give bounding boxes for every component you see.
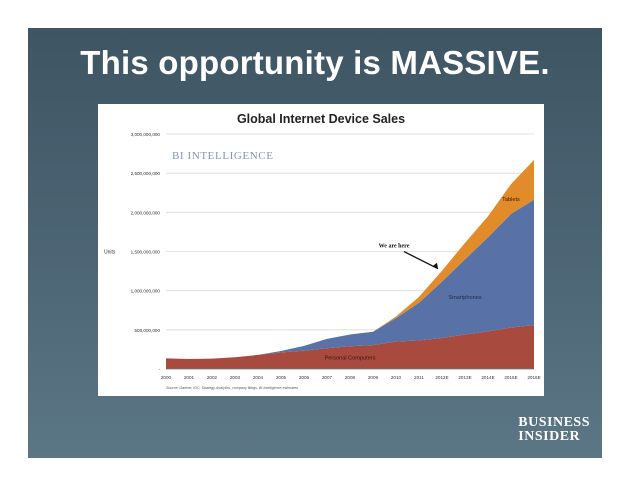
x-tick-label: 2014E [481,375,494,380]
slide: This opportunity is MASSIVE. Global Inte… [28,28,602,458]
series-label-smartphones: Smartphones [448,295,481,301]
x-tick-label: 2011 [414,375,424,380]
y-axis-label: Units [104,250,116,256]
chart-title: Global Internet Device Sales [237,112,405,126]
x-tick-label: 2012E [435,375,448,380]
annotation-arrowhead [432,262,438,269]
y-tick-label: 2,500,000,000 [131,171,161,176]
source-note: Source: Gartner, IDC, Strategy Analytics… [166,386,298,390]
x-tick-label: 2007 [322,375,333,380]
area-tablets [166,159,534,359]
x-tick-label: 2002 [207,375,218,380]
x-tick-label: 2013E [458,375,471,380]
chart: Global Internet Device Sales 3,000,000,00… [104,112,541,390]
x-tick-label: 2005 [276,375,287,380]
x-tick-label: 2016E [527,375,540,380]
brand-line-1: BUSINESS [518,415,590,430]
x-tick-label: 2015E [504,375,517,380]
y-tick-label: - [158,367,160,372]
y-tick-label: 1,500,000,000 [131,250,161,255]
x-tick-label: 2010 [391,375,402,380]
x-tick-label: 2001 [184,375,195,380]
annotation-we-are-here: We are here [379,244,410,250]
x-tick-label: 2003 [230,375,241,380]
series-label-tablets: Tablets [502,197,520,203]
y-tick-label: 3,000,000,000 [131,132,161,137]
x-tick-label: 2009 [368,375,379,380]
business-insider-logo: BUSINESS INSIDER [518,416,590,444]
x-tick-label: 2006 [299,375,310,380]
slide-title: This opportunity is MASSIVE. [80,44,550,81]
bi-intelligence-watermark: BI INTELLIGENCE [172,150,274,162]
x-tick-label: 2000 [161,375,172,380]
y-tick-label: 2,000,000,000 [131,210,161,215]
brand-line-2: INSIDER [518,429,581,444]
area-smartphones [166,199,534,359]
y-tick-label: 500,000,000 [134,328,160,333]
series-label-personal-computers: Personal Computers [325,356,376,362]
y-tick-label: 1,000,000,000 [131,289,161,294]
chart-card: Global Internet Device Sales 3,000,000,00… [98,104,544,396]
area-personal-computers [166,325,534,369]
annotation-arrow [403,251,439,270]
x-tick-label: 2008 [345,375,356,380]
x-tick-label: 2004 [253,375,264,380]
